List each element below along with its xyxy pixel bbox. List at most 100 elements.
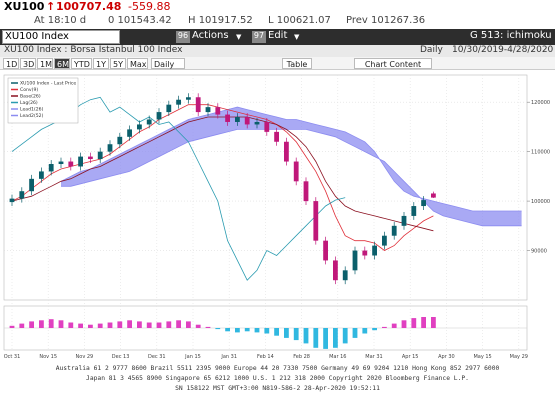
x-tick-label: May 29 bbox=[510, 354, 528, 360]
frequency-select[interactable]: Daily bbox=[151, 58, 185, 69]
cloud-fill bbox=[61, 107, 522, 226]
menu-caret: ▼ bbox=[294, 33, 300, 41]
cloud-lead2 bbox=[61, 129, 522, 227]
edit-menu[interactable]: Edit bbox=[268, 30, 288, 41]
candle-body bbox=[352, 250, 358, 271]
candle-body bbox=[88, 156, 93, 160]
range-button[interactable]: 6M bbox=[54, 58, 70, 69]
low: L 100621.07 bbox=[268, 15, 331, 26]
legend-label: Lead1(26) bbox=[20, 107, 44, 113]
macd-bar bbox=[401, 320, 407, 328]
macd-bar bbox=[293, 328, 299, 341]
macd-bar bbox=[39, 320, 44, 328]
candle-body bbox=[166, 104, 172, 113]
macd-bar bbox=[195, 324, 201, 328]
footer: Australia 61 2 9777 8600 Brazil 5511 239… bbox=[0, 364, 555, 398]
macd-bar bbox=[382, 326, 387, 328]
chart-content-button[interactable]: Chart Content bbox=[354, 58, 432, 69]
macd-bar bbox=[137, 321, 142, 328]
candle-body bbox=[205, 107, 211, 113]
net-change: -559.88 bbox=[128, 0, 171, 13]
actions-menu[interactable]: Actions bbox=[192, 30, 229, 41]
prev: Prev 101267.36 bbox=[346, 15, 426, 26]
macd-bar bbox=[235, 328, 240, 333]
macd-bar bbox=[352, 328, 358, 338]
range-button[interactable]: 1M bbox=[37, 58, 53, 69]
candle-body bbox=[411, 206, 417, 216]
legend-label: Lag(26) bbox=[20, 100, 38, 106]
legend-label: Conv(9) bbox=[20, 87, 38, 93]
macd-bar bbox=[117, 321, 123, 328]
macd-bar bbox=[372, 328, 377, 331]
toolbar: 1D 3D 1M 6M YTD 1Y 5Y Max Daily Table Chart Conten… bbox=[0, 57, 555, 70]
x-tick-label: Dec 13 bbox=[112, 354, 130, 360]
candle-body bbox=[127, 129, 132, 137]
edit-num[interactable]: 97 bbox=[252, 31, 266, 43]
range-button[interactable]: 5Y bbox=[110, 58, 126, 69]
macd-bar bbox=[421, 317, 426, 328]
macd-bar bbox=[146, 322, 152, 328]
footer-line: Japan 81 3 4565 8900 Singapore 65 6212 1… bbox=[86, 375, 469, 382]
macd-bar bbox=[48, 319, 54, 328]
open: 0 101543.42 bbox=[108, 15, 172, 26]
x-tick-label: Feb 14 bbox=[257, 354, 274, 360]
candle-body bbox=[274, 131, 279, 142]
actions-num[interactable]: 96 bbox=[176, 31, 190, 43]
range-button[interactable]: 1D bbox=[3, 58, 19, 69]
macd-bar bbox=[107, 322, 113, 328]
x-tick-label: Nov 15 bbox=[39, 354, 57, 360]
macd-bar bbox=[166, 321, 172, 328]
macd-bar bbox=[156, 322, 162, 328]
macd-bar bbox=[362, 328, 368, 334]
candle-body bbox=[284, 141, 289, 162]
macd-bar bbox=[342, 328, 348, 344]
x-tick-label: May 15 bbox=[473, 354, 491, 360]
macd-bar bbox=[97, 323, 103, 328]
x-tick-label: Feb 28 bbox=[293, 354, 310, 360]
macd-bar bbox=[323, 328, 328, 349]
plot-frame bbox=[3, 74, 528, 301]
macd-bar bbox=[264, 328, 270, 334]
candle-body bbox=[137, 124, 142, 130]
candle-body bbox=[58, 161, 64, 165]
range-button[interactable]: Max bbox=[127, 58, 148, 69]
range-button[interactable]: 1Y bbox=[93, 58, 109, 69]
candle-body bbox=[293, 161, 299, 182]
candle-body bbox=[342, 270, 348, 281]
y-tick-label: 100000 bbox=[531, 199, 550, 205]
candle-body bbox=[382, 235, 387, 246]
candle-body bbox=[244, 117, 250, 125]
candle-body bbox=[333, 260, 338, 281]
candle-body bbox=[225, 114, 230, 122]
table-button[interactable]: Table bbox=[282, 58, 312, 69]
candle-body bbox=[97, 151, 103, 160]
footer-line: SN 158122 MST GMT+3:00 N819-586-2 28-Apr… bbox=[175, 385, 380, 392]
x-tick-label: Mar 16 bbox=[329, 354, 346, 360]
macd-bar bbox=[127, 320, 132, 328]
high: H 101917.52 bbox=[188, 15, 253, 26]
macd-bar bbox=[186, 321, 191, 328]
command-bar: XU100 Index 96 Actions ▼ 97 Edit ▼ G 513… bbox=[0, 29, 555, 45]
info-row: XU100 Index : Borsa Istanbul 100 Index D… bbox=[0, 45, 555, 57]
candle-body bbox=[117, 136, 123, 145]
candle-body bbox=[176, 99, 181, 105]
candle-body bbox=[29, 178, 34, 192]
range-button[interactable]: 3D bbox=[20, 58, 36, 69]
macd-bar bbox=[254, 328, 260, 333]
x-tick-label: Mar 31 bbox=[365, 354, 382, 360]
macd-bar bbox=[284, 328, 289, 338]
range-button[interactable]: YTD bbox=[71, 58, 92, 69]
security-input[interactable]: XU100 Index bbox=[2, 30, 120, 44]
macd-bar bbox=[333, 328, 338, 348]
frequency: Daily bbox=[420, 45, 443, 55]
macd-bar bbox=[9, 325, 15, 328]
macd-bar bbox=[431, 317, 436, 328]
x-tick-label: Apr 30 bbox=[438, 354, 455, 360]
candle-body bbox=[372, 245, 377, 256]
macd-bar bbox=[411, 318, 417, 328]
candle-body bbox=[48, 164, 54, 172]
candle-body bbox=[107, 144, 113, 152]
macd-bar bbox=[313, 328, 319, 348]
chart: 90000 100000 110000 120000 Oct 31 Nov 15 Nov 2… bbox=[3, 74, 550, 360]
candle-body bbox=[235, 117, 240, 122]
